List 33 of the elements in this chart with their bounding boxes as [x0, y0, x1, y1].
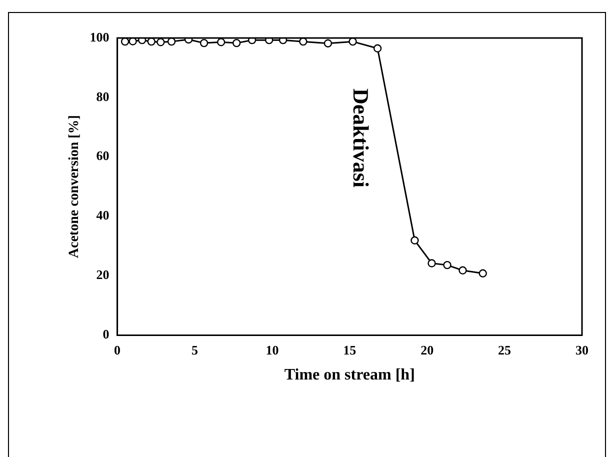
- y-axis-title: Acetone conversion [%]: [67, 115, 82, 258]
- point: [348, 38, 357, 46]
- point: [216, 38, 226, 46]
- y-tick-label: 0: [102, 326, 110, 342]
- x-tick-label: 25: [498, 342, 512, 358]
- y-tick-label: 80: [96, 88, 110, 104]
- annotation: Deaktivasi: [348, 88, 374, 188]
- x-tick-label: 0: [114, 342, 121, 358]
- point: [299, 38, 308, 46]
- point: [128, 38, 137, 46]
- x-tick-label: 10: [266, 342, 279, 358]
- y-tick-label: 60: [96, 148, 110, 164]
- point: [232, 38, 241, 48]
- point: [373, 44, 382, 52]
- y-tick-label: 100: [90, 29, 110, 44]
- x-axis-title: Time on stream [h]: [284, 366, 415, 384]
- x-tick-label: 5: [192, 342, 198, 358]
- point: [147, 38, 156, 46]
- point: [156, 38, 165, 46]
- y-tick-label: 40: [96, 208, 110, 223]
- point: [410, 236, 419, 244]
- y-tick-label: 20: [96, 267, 110, 282]
- point: [428, 259, 436, 268]
- point: [200, 38, 208, 48]
- x-tick-label: 20: [420, 342, 434, 358]
- point: [443, 260, 452, 270]
- point: [478, 269, 487, 278]
- point: [324, 39, 332, 48]
- point: [458, 266, 467, 275]
- point: [120, 38, 130, 46]
- x-tick-label: 15: [343, 342, 357, 358]
- point: [167, 38, 176, 46]
- x-tick-label: 30: [576, 342, 588, 358]
